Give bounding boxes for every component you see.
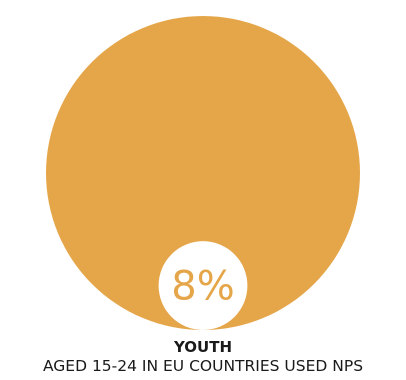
proportional-circle-chart: 8% <box>46 16 360 330</box>
percentage-circle <box>158 241 248 330</box>
total-population-circle <box>46 16 360 330</box>
chart-title: YOUTH <box>173 338 233 356</box>
percentage-value-label: 8% <box>171 264 234 310</box>
chart-subtitle: AGED 15-24 IN EU COUNTRIES USED NPS <box>42 357 364 375</box>
